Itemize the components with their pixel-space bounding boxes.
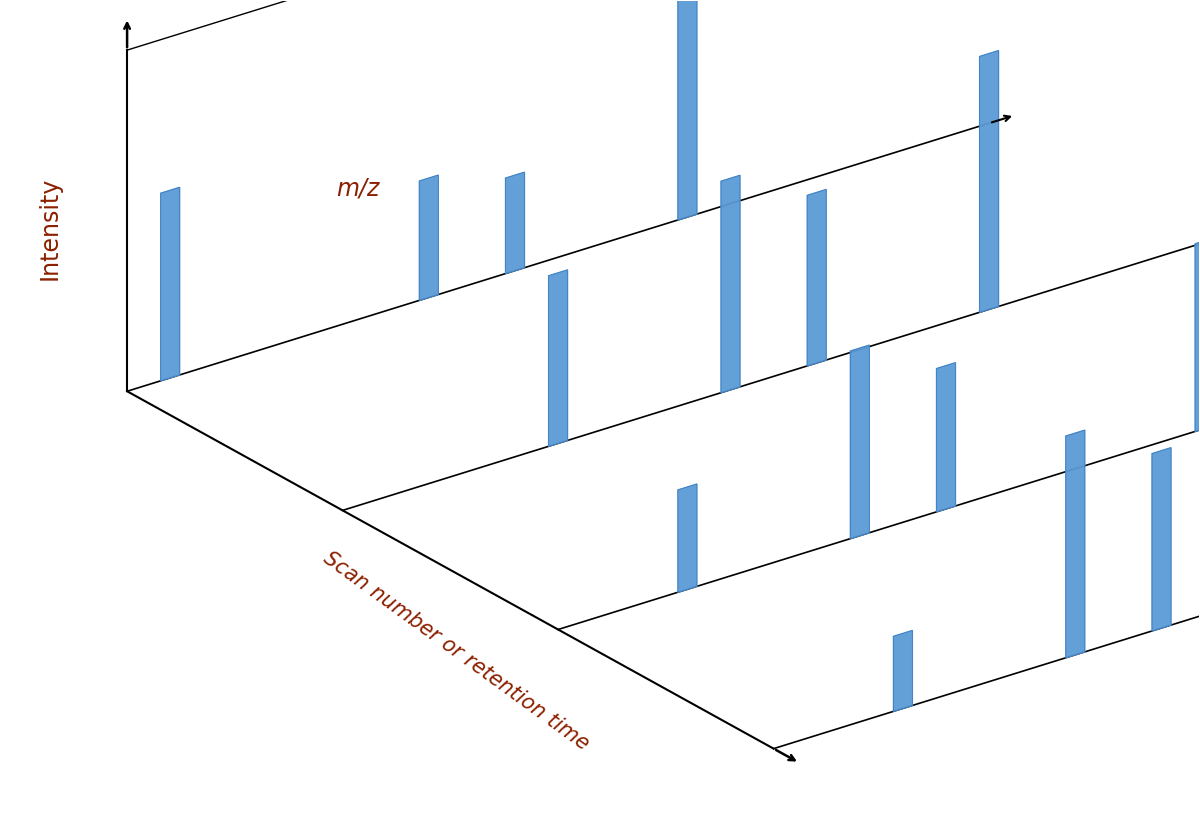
Polygon shape bbox=[505, 172, 524, 274]
Polygon shape bbox=[808, 189, 826, 366]
Polygon shape bbox=[419, 175, 438, 301]
Polygon shape bbox=[851, 345, 869, 539]
Polygon shape bbox=[936, 363, 955, 512]
Polygon shape bbox=[1066, 430, 1085, 658]
Polygon shape bbox=[894, 631, 912, 711]
Polygon shape bbox=[161, 187, 180, 381]
Polygon shape bbox=[1195, 238, 1200, 431]
Polygon shape bbox=[548, 270, 568, 447]
Polygon shape bbox=[678, 484, 697, 593]
Polygon shape bbox=[979, 51, 998, 312]
Polygon shape bbox=[678, 0, 697, 220]
Text: m/z: m/z bbox=[337, 176, 380, 200]
Text: Intensity: Intensity bbox=[37, 177, 61, 280]
Polygon shape bbox=[1152, 447, 1171, 631]
Polygon shape bbox=[721, 175, 740, 393]
Text: Scan number or retention time: Scan number or retention time bbox=[319, 548, 593, 754]
